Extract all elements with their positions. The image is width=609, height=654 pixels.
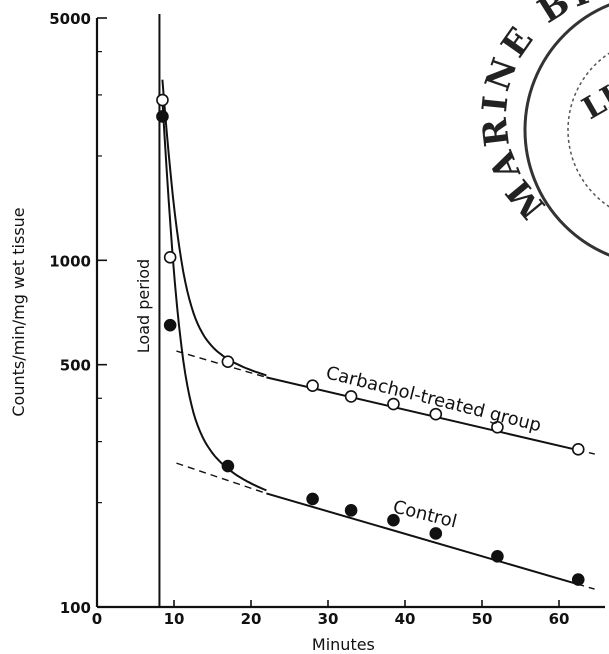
series-label-control: Control xyxy=(391,496,459,532)
x-tick-label: 0 xyxy=(92,610,102,628)
y-tick-label: 500 xyxy=(60,357,91,375)
carbachol-point xyxy=(344,390,358,403)
stamp-inner-text: LIBRARY xyxy=(577,19,609,127)
axes: 0 10 20 30 40 50 60 100 500 1000 5000 Minutes Counts… xyxy=(9,10,605,654)
y-axis-title: Counts/min/mg wet tissue xyxy=(9,207,28,416)
carbachol-point xyxy=(387,397,400,411)
y-tick-label: 100 xyxy=(60,599,91,617)
control-point xyxy=(387,513,400,527)
control-point xyxy=(344,504,358,517)
fast-component-carbachol xyxy=(161,79,267,377)
extrapolation-tail xyxy=(578,583,598,591)
x-tick-label: 40 xyxy=(395,610,416,628)
carbachol-point xyxy=(571,443,585,456)
carbachol-point xyxy=(306,379,319,392)
carbachol-point xyxy=(163,251,177,264)
fast-component-control xyxy=(161,99,267,492)
control-point xyxy=(429,527,443,540)
x-tick-label: 30 xyxy=(318,610,339,628)
x-axis-title: Minutes xyxy=(312,635,375,654)
x-tick-label: 20 xyxy=(241,610,262,628)
load-period-label: Load period xyxy=(134,259,153,353)
stamp-text: MARINE BIOLOGICAL xyxy=(0,0,609,226)
control-point xyxy=(156,110,169,123)
carbachol-point xyxy=(156,93,169,107)
y-tick-label: 5000 xyxy=(49,10,91,28)
stamp-outer-ring xyxy=(523,3,609,257)
control-point xyxy=(491,550,504,563)
x-tick-label: 50 xyxy=(472,610,493,628)
control-point xyxy=(163,318,177,332)
x-tick-label: 60 xyxy=(549,610,570,628)
extrapolation-dashed-carbachol xyxy=(176,350,267,379)
carbachol-point xyxy=(221,355,235,368)
carbachol-point xyxy=(491,420,504,434)
data-points xyxy=(156,93,585,586)
slow-component-control xyxy=(266,492,579,586)
x-tick-label: 10 xyxy=(164,610,185,628)
carbachol-point xyxy=(429,407,443,421)
slow-component-carbachol xyxy=(266,376,579,452)
stamp-inner-ring xyxy=(567,52,609,208)
extrapolation-dashed-control xyxy=(176,462,267,495)
fitted-curves xyxy=(161,79,598,591)
control-point xyxy=(571,573,585,586)
control-point xyxy=(306,492,319,506)
control-point xyxy=(221,459,235,473)
y-tick-label: 1000 xyxy=(49,252,91,270)
library-stamp: MARINE BIOLOGICALLIBRARY xyxy=(0,0,609,257)
